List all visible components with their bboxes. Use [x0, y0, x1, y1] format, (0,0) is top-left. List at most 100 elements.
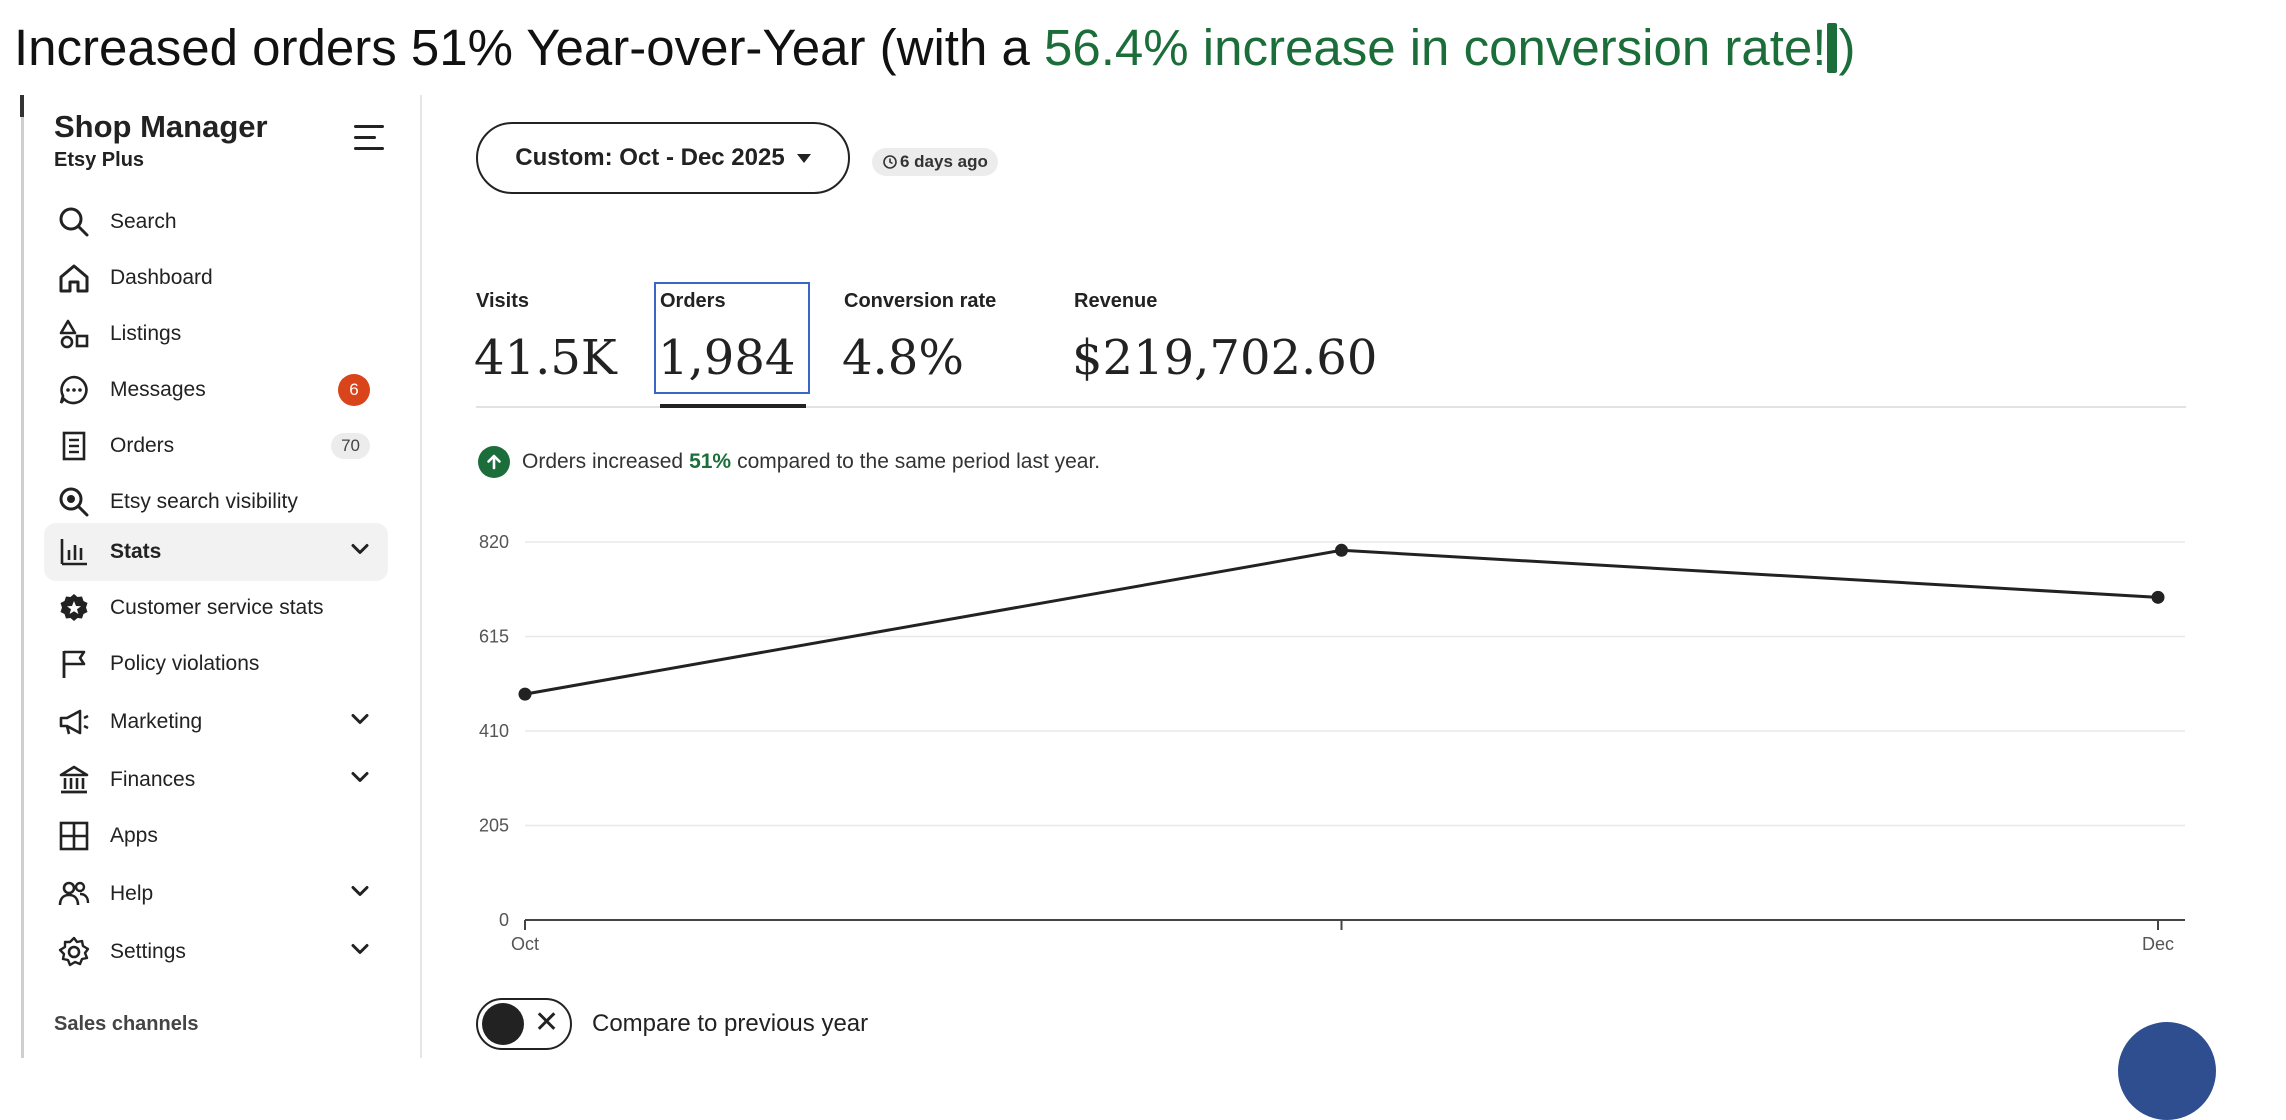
sidebar-item-label: Policy violations: [110, 652, 260, 675]
bar-chart-icon: [56, 534, 92, 570]
sidebar-item-etsy-search-visibility[interactable]: Etsy search visibility: [44, 473, 388, 531]
megaphone-icon: [56, 704, 92, 740]
y-tick-label: 205: [479, 816, 509, 836]
sales-channels-heading: Sales channels: [54, 1013, 199, 1035]
sidebar-item-label: Orders: [110, 434, 175, 457]
sidebar-item-label: Search: [110, 210, 177, 233]
sidebar-item-label: Stats: [110, 540, 162, 563]
compare-label: Compare to previous year: [592, 1010, 869, 1037]
metric-label: Orders: [660, 290, 726, 312]
sidebar-item-policy-violations[interactable]: Policy violations: [44, 635, 388, 693]
tab-divider: [476, 406, 2186, 408]
toggle-knob: [482, 1003, 524, 1045]
orders-line-chart: 0 205 410 615 820 Oct Dec: [479, 532, 2185, 954]
metric-value: 1,984: [658, 330, 796, 386]
insight-message: Orders increased 51% compared to the sam…: [478, 446, 1100, 478]
sidebar-item-marketing[interactable]: Marketing: [44, 693, 388, 751]
metric-value: 4.8%: [842, 330, 964, 386]
data-point: [1335, 543, 1348, 557]
date-range-label: Custom: Oct - Dec 2025: [515, 144, 785, 171]
unread-badge: 6: [338, 374, 370, 406]
sidebar-item-dashboard[interactable]: Dashboard: [44, 249, 388, 307]
menu-icon[interactable]: [354, 125, 384, 151]
home-icon: [56, 260, 92, 296]
headline: Increased orders 51% Year-over-Year (wit…: [14, 18, 1855, 77]
metric-value: 41.5K: [474, 330, 617, 386]
sidebar-item-label: Finances: [110, 768, 196, 791]
chevron-down-icon: [350, 543, 370, 562]
sidebar-item-label: Dashboard: [110, 266, 213, 289]
sidebar-item-finances[interactable]: Finances: [44, 751, 388, 809]
gear-icon: [56, 934, 92, 970]
shop-manager-title: Shop Manager: [54, 109, 268, 144]
grid-icon: [56, 818, 92, 854]
chevron-down-icon: [350, 943, 370, 962]
chevron-down-icon: [350, 885, 370, 904]
data-point: [518, 687, 532, 701]
sidebar-item-label: Customer service stats: [110, 596, 324, 619]
compare-toggle[interactable]: ✕: [476, 998, 572, 1050]
chat-icon: [56, 372, 92, 408]
arrow-up-icon: [478, 446, 510, 478]
star-badge-icon: [56, 590, 92, 626]
headline-suffix: ): [1838, 19, 1856, 76]
flag-icon: [56, 646, 92, 682]
last-updated-text: 6 days ago: [900, 152, 988, 171]
shapes-icon: [56, 316, 92, 352]
search-visibility-icon: [56, 484, 92, 520]
help-chat-button[interactable]: [2118, 1022, 2216, 1120]
sidebar-item-label: Etsy search visibility: [110, 490, 298, 513]
plan-label: Etsy Plus: [54, 149, 145, 171]
insight-prefix: Orders increased: [522, 450, 684, 473]
metric-value: $219,702.60: [1072, 330, 1378, 386]
orders-count-badge: 70: [331, 433, 370, 459]
insight-suffix: compared to the same period last year.: [737, 450, 1101, 473]
metric-label: Revenue: [1074, 290, 1158, 312]
caret-down-icon: [796, 153, 811, 163]
bank-icon: [56, 762, 92, 798]
metric-label: Visits: [476, 290, 529, 312]
insight-percent: 51%: [689, 450, 732, 473]
sidebar-item-customer-service-stats[interactable]: Customer service stats: [44, 579, 388, 637]
sidebar-item-messages[interactable]: Messages 6: [44, 361, 388, 419]
document-margin-rule: [21, 95, 24, 1058]
receipt-icon: [56, 428, 92, 464]
clock-icon: [883, 155, 897, 169]
metric-tab-orders-focus[interactable]: [654, 282, 810, 394]
sidebar-item-listings[interactable]: Listings: [44, 305, 388, 363]
y-tick-label: 615: [479, 627, 509, 647]
x-tick-label: Dec: [2142, 934, 2174, 954]
headline-highlight: 56.4% increase in conversion rate!: [1044, 19, 1827, 76]
sidebar-item-stats[interactable]: Stats: [44, 523, 388, 581]
x-tick-label: Oct: [511, 934, 539, 954]
sidebar-item-label: Settings: [110, 940, 186, 963]
people-icon: [56, 876, 92, 912]
sidebar-item-settings[interactable]: Settings: [44, 923, 388, 981]
sidebar: Shop Manager Etsy Plus Search Dashboard …: [24, 95, 422, 1058]
sidebar-item-label: Help: [110, 882, 154, 905]
sidebar-item-orders[interactable]: Orders 70: [44, 417, 388, 475]
sidebar-item-apps[interactable]: Apps: [44, 807, 388, 865]
metric-label: Conversion rate: [844, 290, 997, 312]
sidebar-item-help[interactable]: Help: [44, 865, 388, 923]
sidebar-item-search[interactable]: Search: [44, 193, 388, 251]
date-range-dropdown[interactable]: Custom: Oct - Dec 2025: [476, 122, 850, 194]
selected-tab-indicator: [660, 404, 806, 408]
sidebar-item-label: Apps: [110, 824, 158, 847]
y-tick-label: 820: [479, 532, 509, 552]
chevron-down-icon: [350, 713, 370, 732]
chevron-down-icon: [350, 771, 370, 790]
sidebar-item-label: Messages: [110, 378, 206, 401]
sidebar-item-label: Listings: [110, 322, 182, 345]
search-icon: [56, 204, 92, 240]
document-margin-marker: [20, 95, 24, 117]
y-tick-label: 0: [499, 910, 509, 930]
sidebar-item-label: Marketing: [110, 710, 203, 733]
close-icon: ✕: [534, 1006, 560, 1039]
headline-prefix: Increased orders 51% Year-over-Year (wit…: [14, 19, 1045, 76]
text-caret: [1827, 23, 1838, 73]
y-tick-label: 410: [479, 721, 509, 741]
series-line: [524, 548, 2159, 696]
last-updated-chip: 6 days ago: [872, 148, 998, 176]
data-point: [2151, 590, 2165, 604]
